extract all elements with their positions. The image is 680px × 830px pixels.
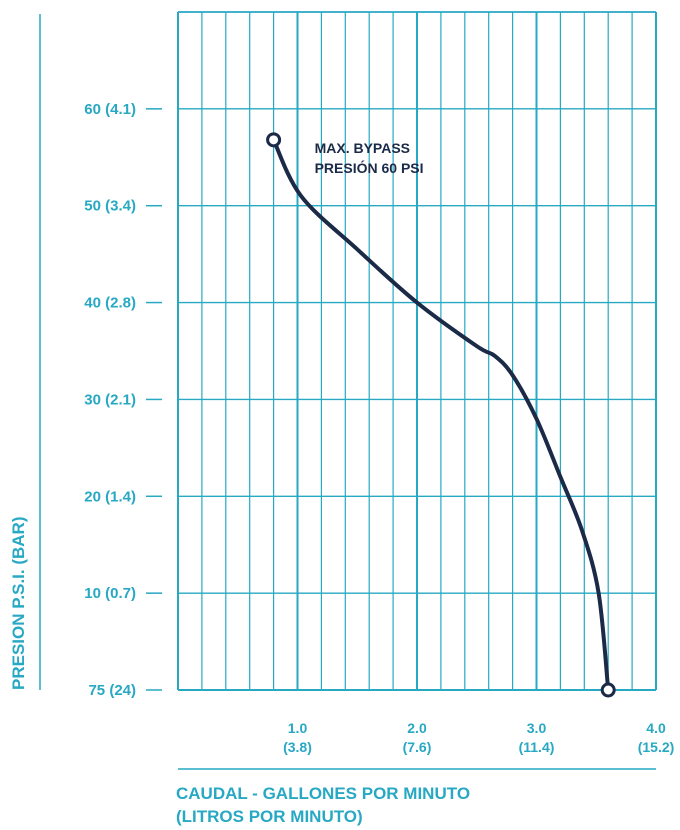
x-tick-label: 1.0 — [288, 720, 308, 736]
x-tick-sublabel: (7.6) — [403, 739, 432, 755]
y-tick-label: 40 (2.8) — [84, 295, 136, 312]
y-tick-label: 60 (4.1) — [84, 101, 136, 118]
x-tick-sublabel: (15.2) — [638, 739, 675, 755]
y-tick-label: 75 (24) — [88, 682, 136, 699]
x-tick-label: 2.0 — [407, 720, 427, 736]
x-tick-label: 3.0 — [527, 720, 547, 736]
y-tick-label: 10 (0.7) — [84, 585, 136, 602]
chart-grid — [177, 11, 657, 691]
x-axis-title: CAUDAL - GALLONES POR MINUTO — [176, 784, 470, 803]
x-axis-title-line-2: (LITROS POR MINUTO) — [176, 807, 363, 826]
annotation-line-2: PRESIÓN 60 PSI — [315, 159, 424, 176]
x-axis-ticks: 1.0 (3.8) 2.0 (7.6) 3.0 (11.4) 4.0 (15.2) — [283, 720, 674, 755]
x-tick-sublabel: (11.4) — [519, 739, 555, 755]
end-point-marker — [600, 682, 616, 698]
y-tick-label: 20 (1.4) — [84, 488, 136, 505]
y-axis-ticks: 75 (24) 10 (0.7) 20 (1.4) 30 (2.1) 40 (2.8) 5… — [84, 101, 162, 699]
start-point-marker — [266, 132, 282, 148]
y-tick-label: 50 (3.4) — [84, 198, 136, 215]
x-tick-label: 4.0 — [646, 720, 666, 736]
y-axis-title: PRESION P.S.I. (BAR) — [9, 517, 28, 691]
y-tick-label: 30 (2.1) — [84, 391, 136, 408]
annotation-line-1: MAX. BYPASS — [315, 140, 410, 156]
series-line — [271, 137, 611, 692]
x-tick-sublabel: (3.8) — [283, 739, 312, 755]
